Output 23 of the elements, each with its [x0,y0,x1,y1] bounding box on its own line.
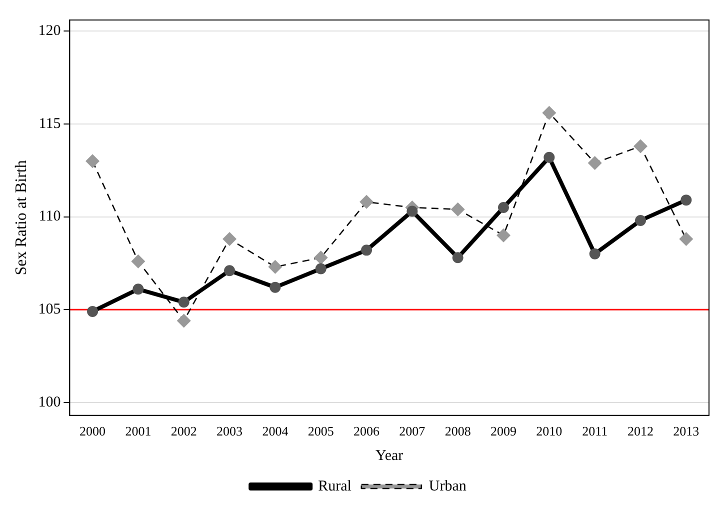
y-tick-label: 100 [38,394,61,410]
x-tick-label: 2007 [399,424,426,439]
y-tick-label: 120 [38,23,61,40]
y-axis-title: Sex Ratio at Birth [12,160,30,276]
x-tick-label: 2010 [536,424,562,439]
x-tick-label: 2009 [490,424,517,439]
x-tick-label: 2011 [582,424,608,439]
x-tick-label: 2003 [216,424,243,439]
x-tick-label: 2004 [262,424,289,439]
x-tick-label: 2001 [125,424,152,439]
x-tick-label: 2012 [628,424,654,439]
y-tick-label: 105 [38,302,61,318]
y-tick-label: 115 [38,116,61,132]
x-tick-label: 2013 [673,424,700,439]
legend-label: Rural [318,478,352,494]
x-tick-label: 2002 [170,424,197,439]
x-tick-label: 2005 [308,424,334,439]
x-tick-label: 2000 [80,424,106,439]
x-tick-label: 2008 [444,424,471,439]
x-axis-title: Year [376,448,404,464]
y-tick-label: 110 [38,208,61,225]
x-tick-label: 2006 [354,424,380,439]
legend-label: Urban [428,478,467,494]
